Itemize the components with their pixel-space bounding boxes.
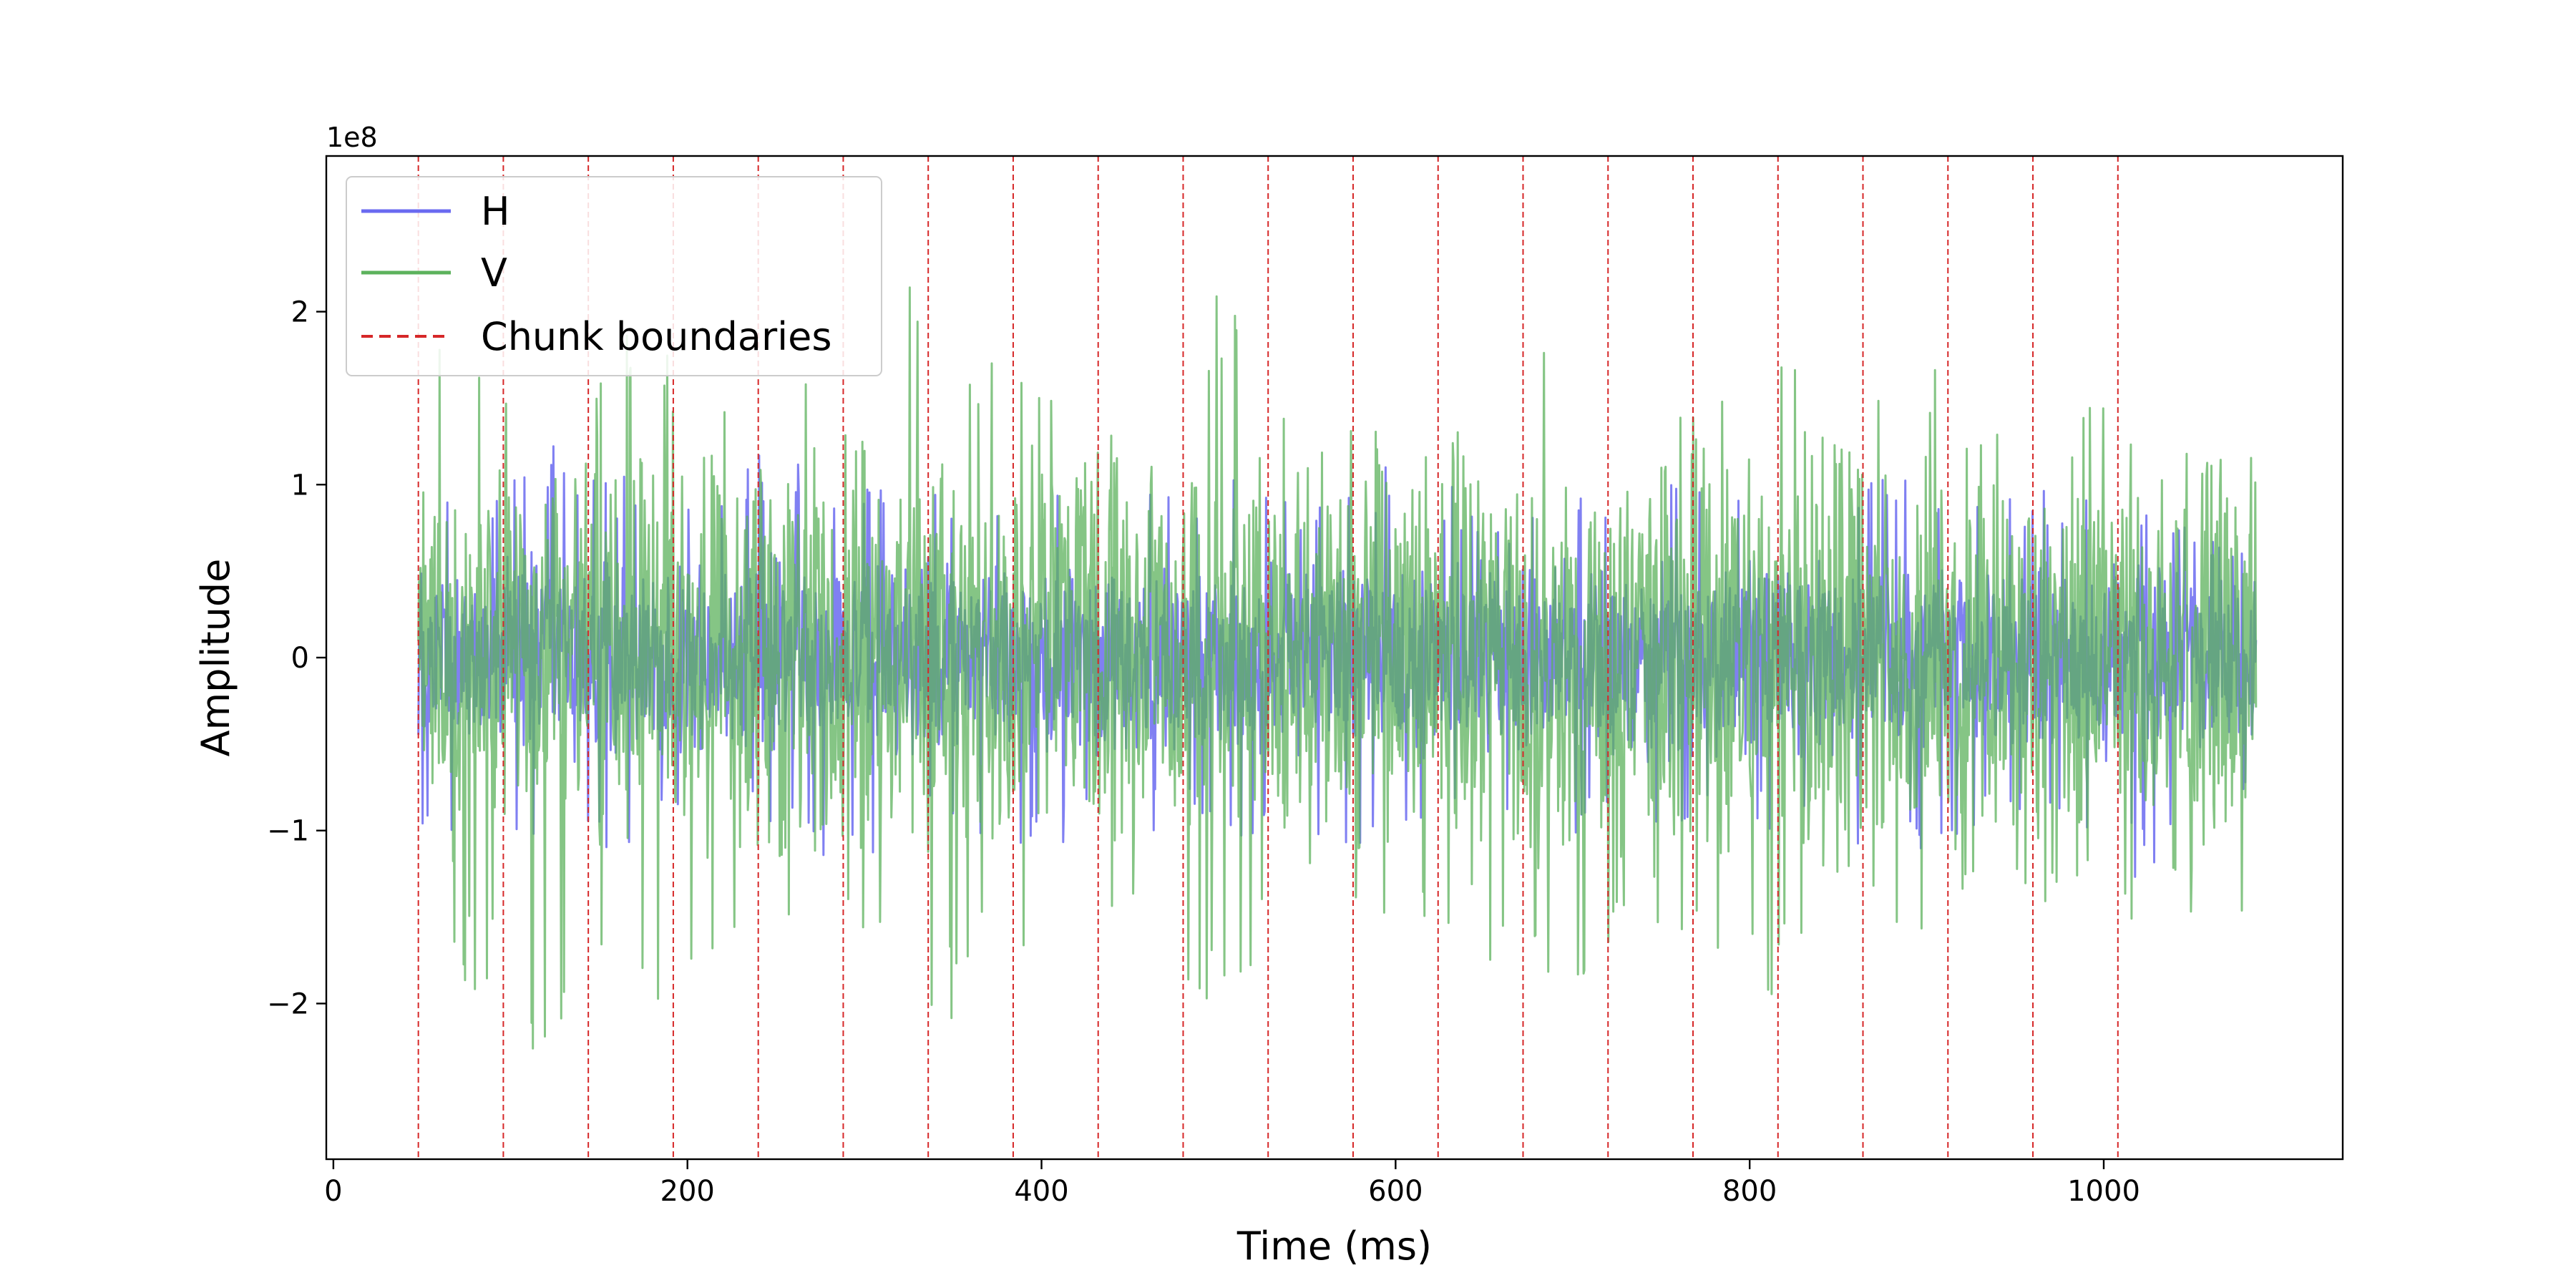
legend-box	[346, 176, 882, 376]
y-offset-label: 1e8	[326, 122, 378, 153]
plot-area	[417, 156, 2258, 1159]
x-axis: 0 200 400 600 800 1000	[324, 1159, 2140, 1208]
y-tick-label: −2	[267, 987, 309, 1020]
legend-h-label: H	[481, 189, 510, 234]
legend-v-label: V	[481, 250, 507, 296]
x-tick-label: 0	[324, 1175, 342, 1208]
y-tick-label: 2	[291, 296, 309, 329]
x-tick-label: 800	[1722, 1175, 1777, 1208]
x-axis-label: Time (ms)	[1236, 1224, 1432, 1269]
y-tick-label: 0	[291, 642, 309, 675]
x-tick-label: 1000	[2067, 1175, 2140, 1208]
series-v-line	[417, 286, 2258, 1050]
x-tick-label: 600	[1368, 1175, 1423, 1208]
y-axis: −2 −1 0 1 2	[267, 296, 326, 1020]
series-v	[417, 286, 2258, 1050]
legend-boundaries-label: Chunk boundaries	[481, 314, 832, 359]
y-tick-label: 1	[291, 469, 309, 502]
x-tick-label: 400	[1014, 1175, 1068, 1208]
y-tick-label: −1	[267, 815, 309, 848]
legend: H V Chunk boundaries	[346, 176, 882, 376]
x-tick-label: 200	[660, 1175, 715, 1208]
y-axis-label: Amplitude	[193, 559, 238, 757]
